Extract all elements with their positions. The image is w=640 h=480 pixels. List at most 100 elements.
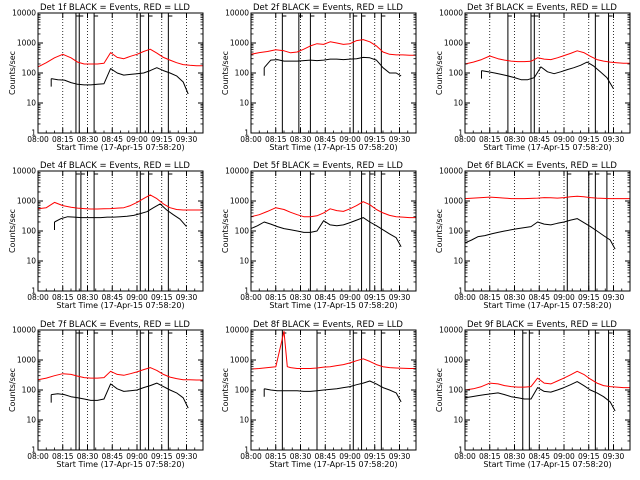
x-tick-label: 09:15 (578, 135, 600, 144)
y-tick-label: 100 (235, 69, 250, 78)
detector-panel-5: Det 5f BLACK = Events, RED = LLD 1 10 100 10… (221, 161, 417, 310)
x-tick-label: 09:15 (151, 135, 173, 144)
x-tick-label: 08:15 (265, 135, 287, 144)
y-tick-label: 10 (26, 99, 36, 108)
events-rate-line (464, 381, 616, 412)
detector-panel-4: Det 4f BLACK = Events, RED = LLD 1 10 100 10… (8, 161, 204, 310)
x-tick-label: 08:45 (101, 135, 123, 144)
x-tick-label: 08:00 (27, 293, 49, 302)
x-tick-label: 08:30 (290, 452, 312, 461)
events-rate-line (250, 217, 402, 247)
panel-title: Det 7f BLACK = Events, RED = LLD (40, 320, 190, 330)
x-tick-label: 08:30 (77, 452, 99, 461)
y-axis-label: Counts/sec (8, 209, 17, 253)
y-tick-label: 100 (235, 386, 250, 395)
x-tick-label: 09:15 (151, 452, 173, 461)
x-axis-label: Start Time (17-Apr-15 07:58:20) (483, 460, 611, 469)
y-tick-label: 100 (22, 227, 37, 236)
x-tick-label: 09:00 (126, 452, 148, 461)
y-axis-label: Counts/sec (8, 51, 17, 95)
events-rate-line (481, 61, 614, 89)
x-tick-label: 08:00 (454, 293, 476, 302)
panel-title: Det 5f BLACK = Events, RED = LLD (253, 161, 403, 171)
y-tick-label: 10000 (439, 326, 463, 335)
lld-rate-line (37, 367, 203, 381)
y-tick-label: 1000 (444, 197, 463, 206)
y-tick-label: 10000 (439, 167, 463, 176)
detector-panel-3: Det 3f BLACK = Events, RED = LLD 1 10 100 10… (435, 3, 631, 152)
x-axis-label: Start Time (17-Apr-15 07:58:20) (56, 143, 184, 152)
y-tick-label: 10 (239, 99, 249, 108)
x-tick-label: 09:30 (389, 452, 411, 461)
x-tick-label: 08:30 (504, 135, 526, 144)
y-tick-label: 1000 (17, 197, 36, 206)
lld-rate-line (464, 195, 630, 200)
x-tick-label: 08:00 (240, 293, 262, 302)
x-tick-label: 09:30 (603, 293, 625, 302)
events-rate-line (51, 67, 189, 95)
x-tick-label: 08:45 (101, 452, 123, 461)
lld-rate-line (250, 201, 416, 219)
y-tick-label: 100 (449, 69, 464, 78)
lld-rate-line (250, 330, 416, 370)
y-axis-label: Counts/sec (435, 209, 444, 253)
y-tick-label: 1000 (17, 39, 36, 48)
lld-rate-line (250, 39, 416, 56)
x-tick-label: 08:15 (479, 135, 501, 144)
y-tick-label: 10000 (12, 167, 36, 176)
x-tick-label: 09:00 (553, 293, 575, 302)
y-tick-label: 100 (22, 386, 37, 395)
x-tick-label: 09:00 (126, 293, 148, 302)
x-tick-label: 08:30 (290, 293, 312, 302)
y-tick-label: 1 (244, 287, 249, 296)
detector-panel-6: Det 6f BLACK = Events, RED = LLD 1 10 100 10… (435, 161, 631, 310)
y-tick-label: 1000 (230, 39, 249, 48)
x-tick-label: 08:45 (528, 452, 550, 461)
x-axis-label: Start Time (17-Apr-15 07:58:20) (269, 301, 397, 310)
detector-panel-8: Det 8f BLACK = Events, RED = LLD 1 10 100 10… (221, 320, 417, 469)
events-rate-line (264, 380, 402, 403)
y-tick-label: 1000 (444, 39, 463, 48)
x-tick-label: 08:45 (528, 293, 550, 302)
y-tick-label: 10 (239, 416, 249, 425)
y-tick-label: 100 (235, 227, 250, 236)
x-tick-label: 08:15 (479, 293, 501, 302)
y-tick-label: 1000 (230, 197, 249, 206)
x-tick-label: 09:00 (339, 135, 361, 144)
y-tick-label: 1 (244, 446, 249, 455)
y-tick-label: 1000 (444, 356, 463, 365)
x-tick-label: 09:00 (339, 293, 361, 302)
y-tick-label: 10000 (12, 326, 36, 335)
y-tick-label: 1 (458, 287, 463, 296)
x-tick-label: 08:00 (240, 135, 262, 144)
x-tick-label: 09:15 (364, 135, 386, 144)
x-axis-label: Start Time (17-Apr-15 07:58:20) (269, 460, 397, 469)
panel-title: Det 4f BLACK = Events, RED = LLD (40, 161, 190, 171)
lld-rate-line (464, 370, 630, 391)
panel-title: Det 1f BLACK = Events, RED = LLD (40, 3, 190, 13)
y-tick-label: 1 (31, 129, 36, 138)
y-tick-label: 10 (453, 99, 463, 108)
x-tick-label: 08:30 (290, 135, 312, 144)
x-tick-label: 08:45 (101, 293, 123, 302)
x-tick-label: 08:15 (265, 293, 287, 302)
y-axis-label: Counts/sec (221, 51, 230, 95)
panel-title: Det 8f BLACK = Events, RED = LLD (253, 320, 403, 330)
x-tick-label: 08:15 (265, 452, 287, 461)
panel-title: Det 6f BLACK = Events, RED = LLD (467, 161, 617, 171)
x-tick-label: 08:30 (77, 293, 99, 302)
y-tick-label: 1 (31, 287, 36, 296)
x-axis-label: Start Time (17-Apr-15 07:58:20) (56, 460, 184, 469)
lld-rate-line (37, 194, 203, 211)
y-tick-label: 10000 (439, 9, 463, 18)
x-axis-label: Start Time (17-Apr-15 07:58:20) (483, 301, 611, 310)
x-tick-label: 09:15 (364, 293, 386, 302)
x-tick-label: 09:00 (126, 135, 148, 144)
detector-panel-2: Det 2f BLACK = Events, RED = LLD 1 10 100 10… (221, 3, 417, 152)
y-tick-label: 10 (453, 416, 463, 425)
x-tick-label: 08:00 (27, 452, 49, 461)
events-rate-line (54, 203, 187, 227)
x-tick-label: 08:45 (314, 452, 336, 461)
detector-panel-7: Det 7f BLACK = Events, RED = LLD 1 10 100 10… (8, 320, 204, 469)
